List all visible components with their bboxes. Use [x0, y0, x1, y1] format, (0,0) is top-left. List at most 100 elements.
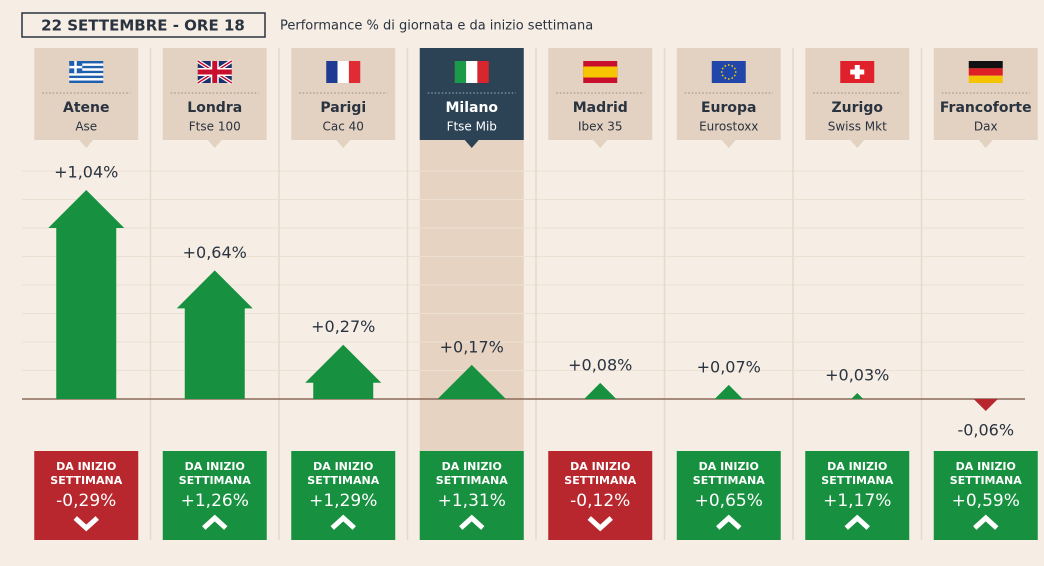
- chevron: [973, 514, 999, 530]
- value-label: +0,64%: [183, 243, 247, 262]
- week-value-label: -0,29%: [56, 491, 116, 511]
- week-value-label: +1,26%: [181, 491, 249, 511]
- flag-part: [69, 73, 104, 76]
- flag: [326, 61, 361, 83]
- market-name: Zurigo: [832, 100, 884, 116]
- flag-part: [69, 70, 104, 74]
- chevron: [330, 514, 356, 530]
- value-label: +0,08%: [568, 355, 632, 374]
- index-name: Eurostoxx: [699, 120, 758, 134]
- week-box: [419, 451, 524, 540]
- flag-part: [968, 75, 1003, 83]
- chart-title: 22 SETTEMBRE - ORE 18: [41, 17, 245, 35]
- header-box: [419, 48, 524, 148]
- chevron: [202, 514, 228, 530]
- flag-part: [348, 61, 361, 83]
- week-caption: DA INIZIO: [185, 460, 245, 473]
- index-name: Swiss Mkt: [828, 120, 887, 134]
- week-caption: DA INIZIO: [699, 460, 759, 473]
- header-box: [805, 48, 910, 148]
- flag-part: [454, 61, 467, 83]
- market-name: Atene: [63, 100, 109, 116]
- flag-part: [583, 66, 618, 78]
- arrow: [851, 392, 864, 399]
- week-caption: DA INIZIO: [442, 460, 502, 473]
- value-label: +1,04%: [54, 162, 118, 181]
- week-value-label: +0,65%: [695, 491, 763, 511]
- value-label: +0,17%: [440, 337, 504, 356]
- market-name: Madrid: [573, 100, 628, 116]
- value-label: +0,07%: [697, 357, 761, 376]
- flag: [454, 61, 489, 83]
- arrow: [48, 189, 125, 399]
- flag-part: [69, 78, 104, 81]
- flag: [583, 61, 618, 83]
- flag-part: [968, 68, 1003, 76]
- market-name: Europa: [701, 100, 757, 116]
- index-name: Dax: [974, 120, 998, 134]
- week-caption: SETTIMANA: [693, 474, 765, 487]
- flag: [69, 61, 104, 83]
- title-box: [21, 12, 266, 38]
- flag-part: [326, 61, 338, 83]
- flag-part: [721, 74, 724, 77]
- flag: [711, 61, 746, 83]
- index-name: Ftse Mib: [447, 120, 497, 134]
- flag-part: [69, 65, 83, 69]
- flag-part: [721, 67, 724, 70]
- value-label: -0,06%: [957, 421, 1014, 440]
- flag-part: [69, 68, 104, 71]
- market-name: Parigi: [320, 100, 366, 116]
- flag-part: [720, 71, 723, 73]
- week-caption: SETTIMANA: [564, 474, 636, 487]
- week-box: [676, 451, 781, 540]
- flag-part: [727, 78, 730, 80]
- week-box: [805, 451, 910, 540]
- value-label: +0,27%: [311, 317, 375, 336]
- index-name: Cac 40: [323, 120, 364, 134]
- week-caption: SETTIMANA: [436, 474, 508, 487]
- header-box: [676, 48, 781, 148]
- flag-part: [466, 61, 478, 83]
- chevron: [73, 516, 99, 532]
- flag-part: [968, 61, 1003, 69]
- week-caption: DA INIZIO: [56, 460, 116, 473]
- flag-part: [731, 77, 734, 79]
- week-box: [291, 451, 396, 540]
- arrow: [973, 399, 998, 412]
- flag: [840, 61, 875, 83]
- chevron: [459, 514, 485, 530]
- flag-part: [69, 75, 104, 79]
- flag-part: [69, 65, 104, 69]
- week-caption: DA INIZIO: [827, 460, 887, 473]
- header-box: [291, 48, 396, 148]
- week-caption: DA INIZIO: [956, 460, 1016, 473]
- arrow: [176, 270, 253, 399]
- market-name: Londra: [187, 100, 242, 116]
- header-box: [933, 48, 1038, 148]
- index-name: Ase: [75, 120, 97, 134]
- chevron: [716, 514, 742, 530]
- chart-subtitle: Performance % di giornata e da inizio se…: [280, 19, 593, 34]
- flag-part: [197, 69, 232, 75]
- flag: [196, 59, 233, 85]
- index-name: Ftse 100: [189, 120, 241, 134]
- market-name: Francoforte: [940, 100, 1032, 116]
- flag-part: [727, 64, 730, 66]
- chevron: [587, 516, 613, 532]
- header-box: [34, 48, 139, 148]
- week-caption: SETTIMANA: [179, 474, 251, 487]
- week-value-label: -0,12%: [570, 491, 630, 511]
- flag-part: [711, 61, 746, 83]
- flag-part: [477, 61, 489, 83]
- flag-part: [724, 77, 727, 79]
- flag-part: [734, 71, 737, 73]
- market-name: Milano: [445, 100, 498, 116]
- header-box: [548, 48, 653, 148]
- flag-part: [69, 80, 104, 83]
- week-value-label: +1,29%: [309, 491, 377, 511]
- arrow: [584, 382, 617, 399]
- arrow: [714, 384, 743, 399]
- flag-part: [724, 65, 727, 67]
